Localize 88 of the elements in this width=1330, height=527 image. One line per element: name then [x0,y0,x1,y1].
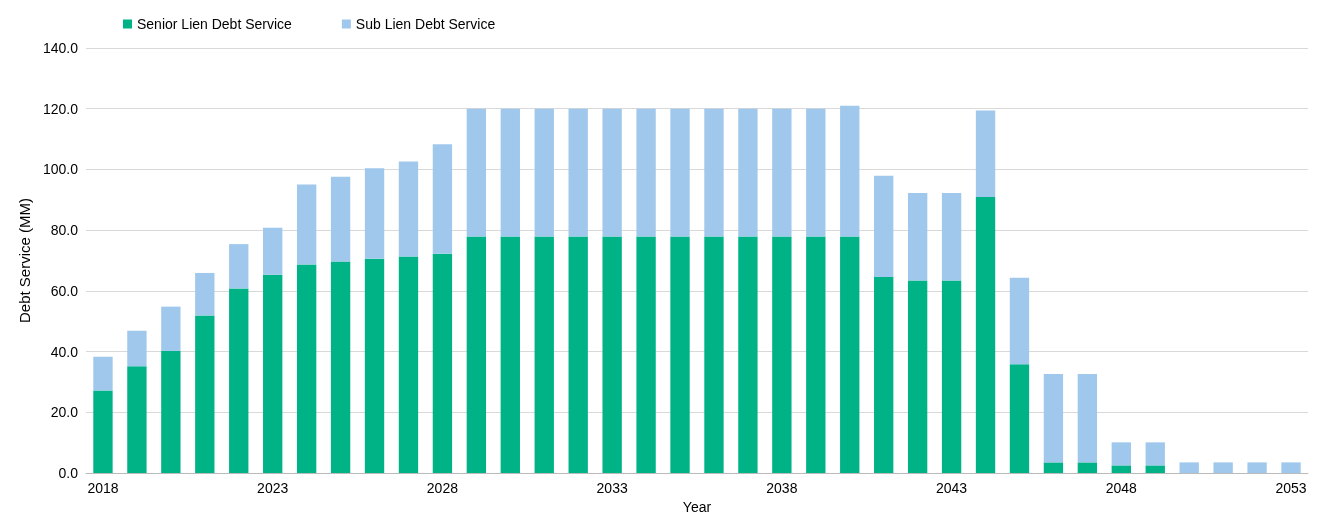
bar [941,193,962,281]
bar [602,108,622,237]
bar [93,356,113,391]
bar [398,161,419,257]
bar [1145,465,1165,473]
bar [500,108,520,237]
bar [296,264,317,473]
bar [534,108,554,237]
bar [1213,462,1233,473]
x-tick-label: 2033 [596,480,628,496]
bar [93,390,113,473]
y-tick-label: 40.0 [50,343,79,360]
bar [500,236,520,473]
bar [772,108,792,237]
bar [195,272,215,316]
bar [806,108,826,237]
y-tick-label: 140.0 [42,40,79,56]
bar [874,175,894,277]
bar [738,108,758,237]
bar [1111,442,1131,466]
y-axis-title: Debt Service (MM) [16,197,34,324]
x-tick-label: 2038 [766,480,798,496]
x-tick-label: 2023 [257,480,289,496]
bar [874,276,894,473]
bar [806,236,826,473]
bar [432,253,453,473]
y-tick-label: 100.0 [42,161,79,178]
bar [161,350,181,473]
bar [296,184,317,265]
bar [432,144,453,254]
bar [534,236,554,473]
y-tick-label: 80.0 [50,222,79,239]
bar [704,108,724,237]
bar [840,105,860,237]
bar [1247,462,1267,473]
bar [975,197,996,473]
bar [636,236,656,473]
bar [229,288,249,473]
bar [127,366,147,473]
bar [1145,442,1165,466]
x-axis-title: Year [682,499,712,515]
y-tick-label: 60.0 [50,282,79,299]
bar [704,236,724,473]
bar [263,274,283,473]
y-tick-label: 0.0 [58,465,79,481]
bar [568,236,588,473]
bar [975,110,996,198]
bar [195,315,215,473]
bar [772,236,792,473]
bar [1111,465,1131,473]
bar [1281,462,1301,473]
x-tick-label: 2048 [1105,480,1138,496]
bar [941,280,962,473]
bar [330,176,351,262]
x-tick-label: 2028 [426,480,459,496]
bar [840,236,860,473]
bar [229,244,249,289]
bar [1009,364,1030,473]
bar [568,108,588,237]
y-tick-label: 120.0 [42,100,79,117]
legend-label: Sub Lien Debt Service [355,16,496,32]
bar [364,168,385,259]
bar [907,193,928,281]
bar [738,236,758,473]
bar [398,256,419,473]
bar [636,108,656,237]
bar [161,306,181,351]
legend-label: Senior Lien Debt Service [137,16,293,32]
bar [670,108,690,237]
bar [1077,374,1098,463]
bar [670,236,690,473]
bar [602,236,622,473]
x-tick-label: 2018 [87,480,119,496]
bar [1043,462,1064,473]
y-tick-label: 20.0 [50,404,79,421]
bar [907,280,928,473]
bar [330,261,351,473]
bar [1179,462,1199,473]
bar [1077,462,1098,473]
bar [263,227,283,275]
bar [127,330,147,367]
x-tick-label: 2053 [1275,480,1307,496]
bar [1043,374,1064,463]
bar [466,236,487,473]
x-tick-label: 2043 [936,480,968,496]
bar [466,108,487,237]
bar [1009,277,1030,365]
bar [364,258,385,473]
